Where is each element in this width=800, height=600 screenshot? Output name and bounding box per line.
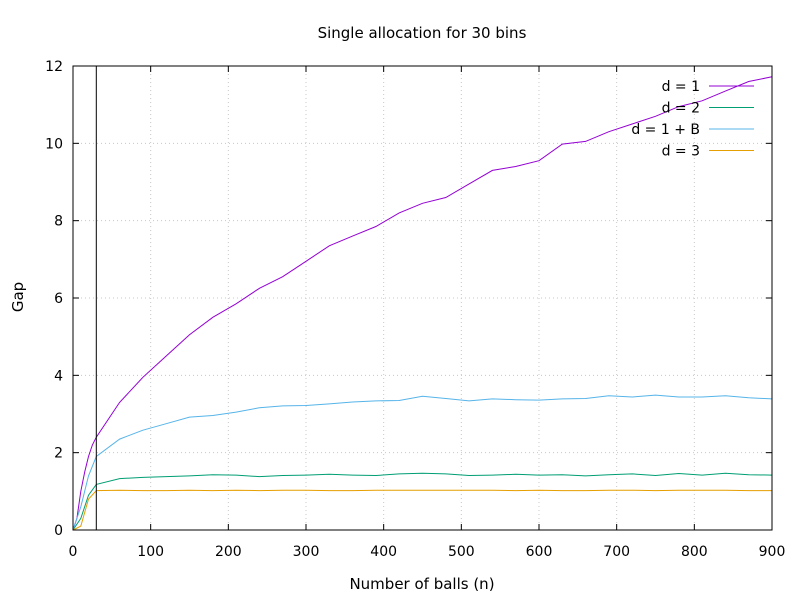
- chart-title: Single allocation for 30 bins: [318, 24, 527, 42]
- x-tick-label: 100: [137, 544, 164, 560]
- series-line-3: [72, 394, 773, 531]
- legend: d = 1 d = 2 d = 1 + B d = 3: [631, 79, 754, 160]
- y-tick-label: 2: [54, 446, 63, 462]
- y-tick-label: 8: [54, 214, 63, 230]
- legend-label: d = 1 + B: [631, 122, 700, 138]
- y-tick-label: 0: [54, 523, 63, 539]
- tick-labels: 0 100 200 300 400 500 600 700 800 900 0 2 4 6 8 10 12: [45, 59, 785, 560]
- y-tick-label: 4: [54, 368, 63, 384]
- grid: [73, 66, 772, 530]
- y-tick-label: 10: [45, 136, 63, 152]
- x-tick-label: 700: [603, 544, 630, 560]
- y-tick-label: 12: [45, 59, 63, 75]
- legend-label: d = 2: [662, 101, 700, 117]
- series-layer: [72, 76, 773, 531]
- x-tick-label: 900: [759, 544, 786, 560]
- legend-label: d = 1: [662, 79, 700, 95]
- ticks: [72, 65, 773, 531]
- series-line-1: [72, 76, 773, 531]
- series-line-4: [72, 489, 772, 531]
- x-tick-label: 500: [448, 544, 475, 560]
- y-tick-label: 6: [54, 291, 63, 307]
- x-axis-label: Number of balls (n): [349, 575, 494, 593]
- x-tick-label: 0: [69, 544, 78, 560]
- x-tick-label: 300: [293, 544, 320, 560]
- x-tick-label: 800: [681, 544, 708, 560]
- x-tick-label: 600: [526, 544, 553, 560]
- x-tick-label: 200: [215, 544, 242, 560]
- legend-label: d = 3: [662, 144, 700, 160]
- x-tick-label: 400: [370, 544, 397, 560]
- y-axis-label: Gap: [9, 282, 27, 312]
- series-line-2: [72, 472, 773, 531]
